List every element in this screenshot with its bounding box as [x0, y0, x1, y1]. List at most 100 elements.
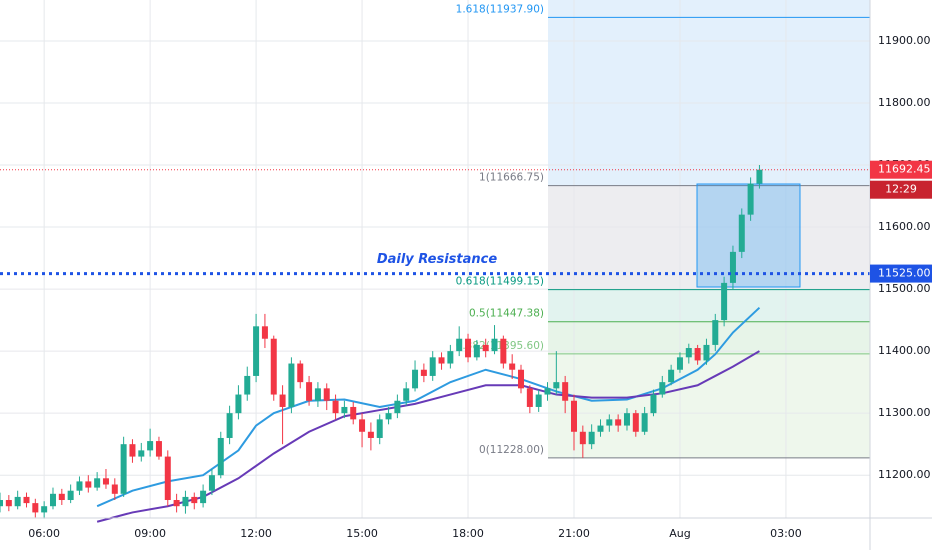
fib-label: 0.5(11447.38) [469, 308, 544, 320]
candle-body [685, 348, 692, 358]
candle-body [58, 493, 65, 501]
candle-body [0, 500, 3, 507]
fib-label: 0.618(11499.15) [456, 276, 544, 288]
candle-body [235, 394, 242, 414]
candle-body [129, 444, 136, 457]
candle-body [509, 363, 516, 370]
candle-body [297, 363, 304, 383]
x-tick-label: 12:00 [240, 527, 272, 540]
candle-body [526, 388, 533, 407]
candle-body [650, 394, 657, 414]
candle-body [482, 344, 489, 352]
candle-body [447, 351, 454, 364]
y-tick-label: 11500.00 [878, 282, 931, 295]
candle-body [314, 388, 321, 401]
overlays: Daily Resistance [0, 169, 870, 276]
candle-body [491, 338, 498, 352]
x-tick-label: 09:00 [134, 527, 166, 540]
candle-body [420, 369, 427, 376]
candle-body [553, 382, 560, 389]
y-tick-label: 11600.00 [878, 220, 931, 233]
x-tick-label: 21:00 [558, 527, 590, 540]
candle-body [23, 496, 30, 504]
candle-body [350, 406, 357, 420]
candle-body [694, 348, 701, 361]
axes: 11200.00 11300.00 11400.00 11500.00 11600.00… [28, 34, 932, 540]
x-tick-label: 03:00 [770, 527, 802, 540]
candle-body [606, 419, 613, 426]
candle-body [623, 413, 630, 426]
candle-body [747, 183, 754, 215]
candle-body [332, 400, 339, 414]
candle-body [544, 388, 551, 395]
candle-body [253, 326, 260, 376]
candle-body [570, 400, 577, 432]
candle-body [367, 431, 374, 438]
x-tick-label: 15:00 [346, 527, 378, 540]
x-tick-label: Aug [669, 527, 690, 540]
candle-body [226, 413, 233, 438]
x-tick-label: 06:00 [28, 527, 60, 540]
resistance-price-label: 11525.00 [878, 267, 931, 280]
candle-body [588, 431, 595, 445]
x-tick-label: 18:00 [452, 527, 484, 540]
fib-zone [548, 353, 870, 458]
candle-body [191, 496, 198, 504]
candle-body [579, 431, 586, 445]
candle-body [729, 251, 736, 283]
candle-body [465, 338, 472, 358]
candle-body [288, 363, 295, 407]
resistance-annotation: Daily Resistance [377, 252, 498, 267]
candle-body [615, 419, 622, 426]
candle-body [738, 214, 745, 252]
candle-body [438, 357, 445, 364]
fib-zone [548, 289, 870, 322]
candle-body [217, 437, 224, 476]
candle-body [102, 478, 109, 485]
y-tick-label: 11200.00 [878, 468, 931, 481]
candle-body [721, 282, 728, 321]
candle-body [147, 441, 154, 451]
candle-body [41, 506, 48, 513]
fib-label: 1(11666.75) [479, 172, 544, 184]
fib-label: 1.618(11937.90) [456, 3, 544, 15]
candle-body [518, 369, 525, 389]
candle-body [120, 444, 127, 494]
candle-body [385, 413, 392, 420]
candle-body [14, 496, 21, 507]
candle-body [94, 478, 101, 488]
candle-body [756, 169, 763, 184]
countdown-tag [870, 180, 932, 199]
candle-body [703, 344, 710, 361]
candle-body [32, 503, 39, 513]
candle-body [306, 382, 313, 401]
candle-body [412, 369, 419, 389]
candle-body [5, 500, 12, 507]
candle-body [659, 382, 666, 395]
candle-body [67, 490, 74, 501]
y-tick-label: 11900.00 [878, 34, 931, 47]
fib-zone [548, 0, 870, 186]
fib-label: 0(11228.00) [479, 444, 544, 456]
candle-body [279, 394, 286, 407]
candle-body [208, 475, 215, 491]
candle-body [641, 413, 648, 432]
candle-body [341, 406, 348, 414]
candle-body [597, 425, 604, 432]
candle-body [632, 413, 639, 432]
candle-body [712, 320, 719, 345]
moving-average [96, 350, 760, 523]
candle-body [261, 326, 268, 339]
candle-body [200, 490, 207, 504]
candle-body [676, 357, 683, 370]
candle-body [182, 496, 189, 507]
last-price-label: 11692.45 [878, 163, 931, 176]
candle-body [111, 484, 118, 494]
candles [0, 165, 763, 519]
countdown-label: 12:29 [885, 183, 917, 196]
resistance-price-tag [870, 264, 932, 283]
candle-body [500, 338, 507, 364]
candle-body [429, 357, 436, 376]
candle-body [562, 382, 569, 401]
